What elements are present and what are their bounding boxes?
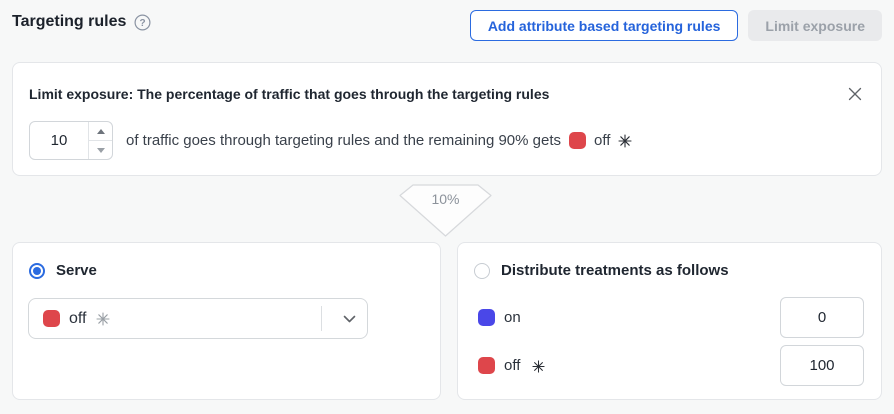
treatment-row-off: off: [478, 345, 864, 386]
default-treatment-name: off: [594, 132, 611, 149]
default-treatment-asterisk-icon: [532, 359, 545, 373]
radio-unselected-icon: [474, 262, 490, 279]
treatment-on-percentage-input[interactable]: [780, 297, 864, 338]
treatment-name: on: [504, 309, 521, 326]
svg-text:?: ?: [140, 18, 146, 29]
stepper-down-button[interactable]: [89, 141, 112, 159]
serve-card: Serve off: [12, 242, 441, 400]
treatment-off-swatch: [569, 132, 586, 149]
limit-exposure-card: Limit exposure: The percentage of traffi…: [12, 62, 882, 176]
dropdown-divider: [321, 306, 322, 331]
exposure-description-text: of traffic goes through targeting rules …: [126, 132, 561, 149]
treatment-name: off: [504, 357, 521, 374]
traffic-percentage-field: [29, 121, 113, 160]
serve-radio-option[interactable]: Serve: [29, 262, 97, 279]
traffic-percentage-label: 10%: [431, 191, 460, 207]
radio-selected-icon: [29, 262, 45, 279]
page-title-text: Targeting rules: [12, 13, 127, 30]
page-title: Targeting rules ?: [12, 13, 151, 31]
down-arrow-icon: [399, 184, 492, 237]
treatment-dropdown[interactable]: off: [28, 298, 368, 339]
traffic-flow-arrow: 10%: [399, 184, 492, 237]
default-treatment-asterisk-icon: [95, 312, 110, 326]
add-attribute-rules-button[interactable]: Add attribute based targeting rules: [469, 10, 739, 41]
distribute-card: Distribute treatments as follows on off: [457, 242, 882, 400]
chevron-down-icon: [331, 315, 367, 323]
treatment-row-on: on: [478, 297, 864, 338]
exposure-card-title: Limit exposure: The percentage of traffi…: [29, 86, 550, 102]
close-icon[interactable]: [845, 84, 865, 104]
serve-label: Serve: [56, 262, 97, 279]
treatment-off-swatch: [478, 357, 495, 374]
traffic-percentage-input[interactable]: [30, 122, 88, 159]
treatment-off-percentage-input[interactable]: [780, 345, 864, 386]
stepper-up-button[interactable]: [89, 122, 112, 141]
number-stepper: [88, 122, 112, 159]
distribute-label: Distribute treatments as follows: [501, 262, 729, 279]
exposure-description: of traffic goes through targeting rules …: [126, 132, 632, 149]
treatment-on-swatch: [478, 309, 495, 326]
help-icon[interactable]: ?: [134, 14, 151, 31]
header-actions: Add attribute based targeting rules Limi…: [469, 10, 882, 41]
limit-exposure-button: Limit exposure: [748, 10, 882, 41]
treatment-off-swatch: [43, 310, 60, 327]
exposure-controls-row: of traffic goes through targeting rules …: [29, 121, 632, 160]
triangle-up-icon: [96, 128, 105, 134]
dropdown-selected-treatment: off: [69, 309, 87, 327]
default-treatment-asterisk-icon: [618, 134, 632, 148]
distribute-radio-option[interactable]: Distribute treatments as follows: [474, 262, 729, 279]
triangle-down-icon: [96, 147, 105, 153]
